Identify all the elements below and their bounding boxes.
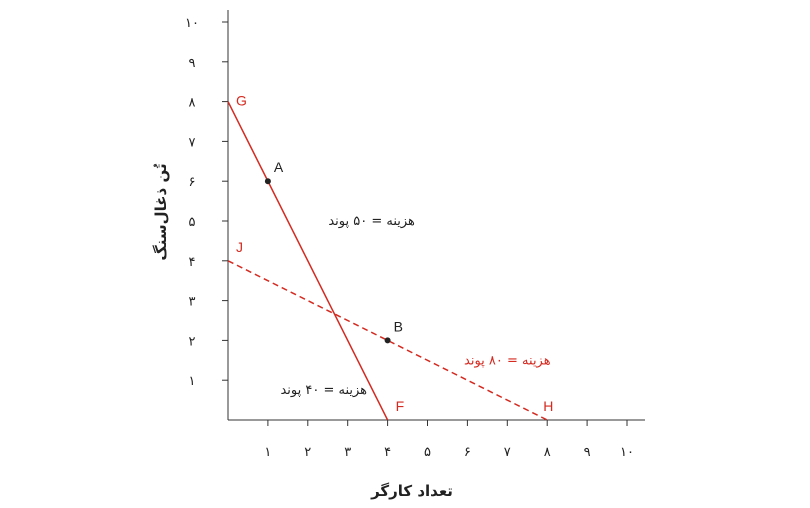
y-tick-label: ۱ (189, 374, 196, 389)
x-tick-label: ۱۰ (620, 445, 634, 460)
y-tick-label: ۷ (189, 135, 196, 150)
cost-annotation: هزینه = ۸۰ پوند (464, 353, 551, 368)
line-label-g: G (236, 93, 247, 109)
y-tick-label: ۱۰ (185, 16, 199, 31)
point-label-b: B (394, 318, 403, 334)
x-axis-title: تعداد کارگر (370, 482, 453, 500)
y-tick-label: ۳ (189, 295, 196, 310)
x-tick-label: ۵ (424, 445, 431, 460)
line-label-f: F (396, 398, 405, 414)
y-tick-label: ۴ (189, 255, 196, 270)
point-label-a: A (274, 159, 284, 175)
y-tick-label: ۸ (189, 96, 196, 111)
y-axis-title: تُن ذغال‌سنگ (152, 163, 170, 260)
y-tick-label: ۹ (189, 56, 196, 71)
x-tick-label: ۷ (504, 445, 511, 460)
budget-line-gf (227, 101, 389, 421)
point-b (384, 337, 391, 344)
y-tick-label: ۶ (189, 175, 196, 190)
x-tick-label: ۹ (584, 445, 591, 460)
x-tick-label: ۱ (264, 445, 271, 460)
cost-annotation: هزینه = ۵۰ پوند (328, 214, 415, 229)
x-tick-label: ۶ (464, 445, 471, 460)
x-tick-label: ۳ (344, 445, 351, 460)
y-tick-label: ۲ (189, 334, 196, 349)
y-tick-label: ۵ (189, 215, 196, 230)
cost-annotation: هزینه = ۴۰ پوند (280, 383, 367, 398)
x-tick-label: ۴ (384, 445, 391, 460)
line-label-h: H (543, 398, 553, 414)
line-label-j: J (236, 239, 243, 255)
point-a (264, 178, 271, 185)
x-tick-label: ۸ (544, 445, 551, 460)
x-tick-label: ۲ (304, 445, 311, 460)
